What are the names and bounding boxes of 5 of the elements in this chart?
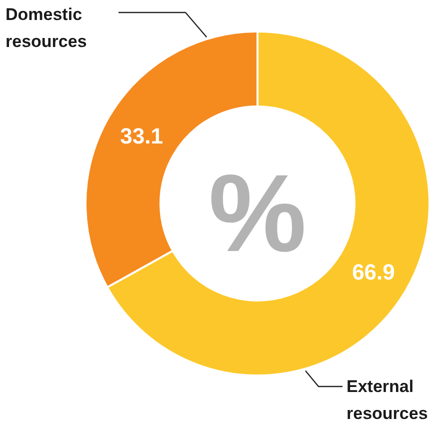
slice-label: Domestic resources: [6, 5, 87, 51]
text: %: [208, 152, 306, 275]
data-label: 33.1: [120, 123, 163, 148]
slice-label: External resources: [346, 377, 428, 423]
data-label: 66.9: [352, 260, 395, 285]
